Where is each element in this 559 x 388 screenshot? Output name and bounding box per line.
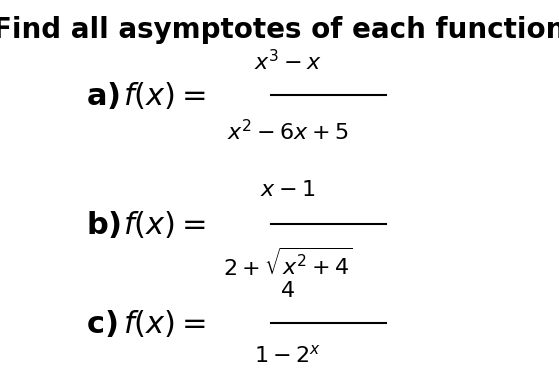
- Text: $\mathbf{b)}$: $\mathbf{b)}$: [86, 209, 121, 240]
- Text: $x^{3}-x$: $x^{3}-x$: [254, 48, 321, 74]
- Text: Find all asymptotes of each function: Find all asymptotes of each function: [0, 16, 559, 43]
- Text: $4$: $4$: [280, 281, 295, 301]
- Text: $\mathbf{a)}$: $\mathbf{a)}$: [86, 80, 120, 111]
- Text: $2+\sqrt{x^{2}+4}$: $2+\sqrt{x^{2}+4}$: [222, 248, 353, 281]
- Text: $x^{2}-6x+5$: $x^{2}-6x+5$: [227, 119, 348, 144]
- Text: $f(x)=$: $f(x)=$: [123, 80, 206, 111]
- Text: $f(x)=$: $f(x)=$: [123, 308, 206, 339]
- Text: $x-1$: $x-1$: [260, 180, 315, 200]
- Text: $1-2^{x}$: $1-2^{x}$: [254, 345, 321, 366]
- Text: $\mathbf{c)}$: $\mathbf{c)}$: [86, 308, 117, 339]
- Text: $f(x)=$: $f(x)=$: [123, 209, 206, 240]
